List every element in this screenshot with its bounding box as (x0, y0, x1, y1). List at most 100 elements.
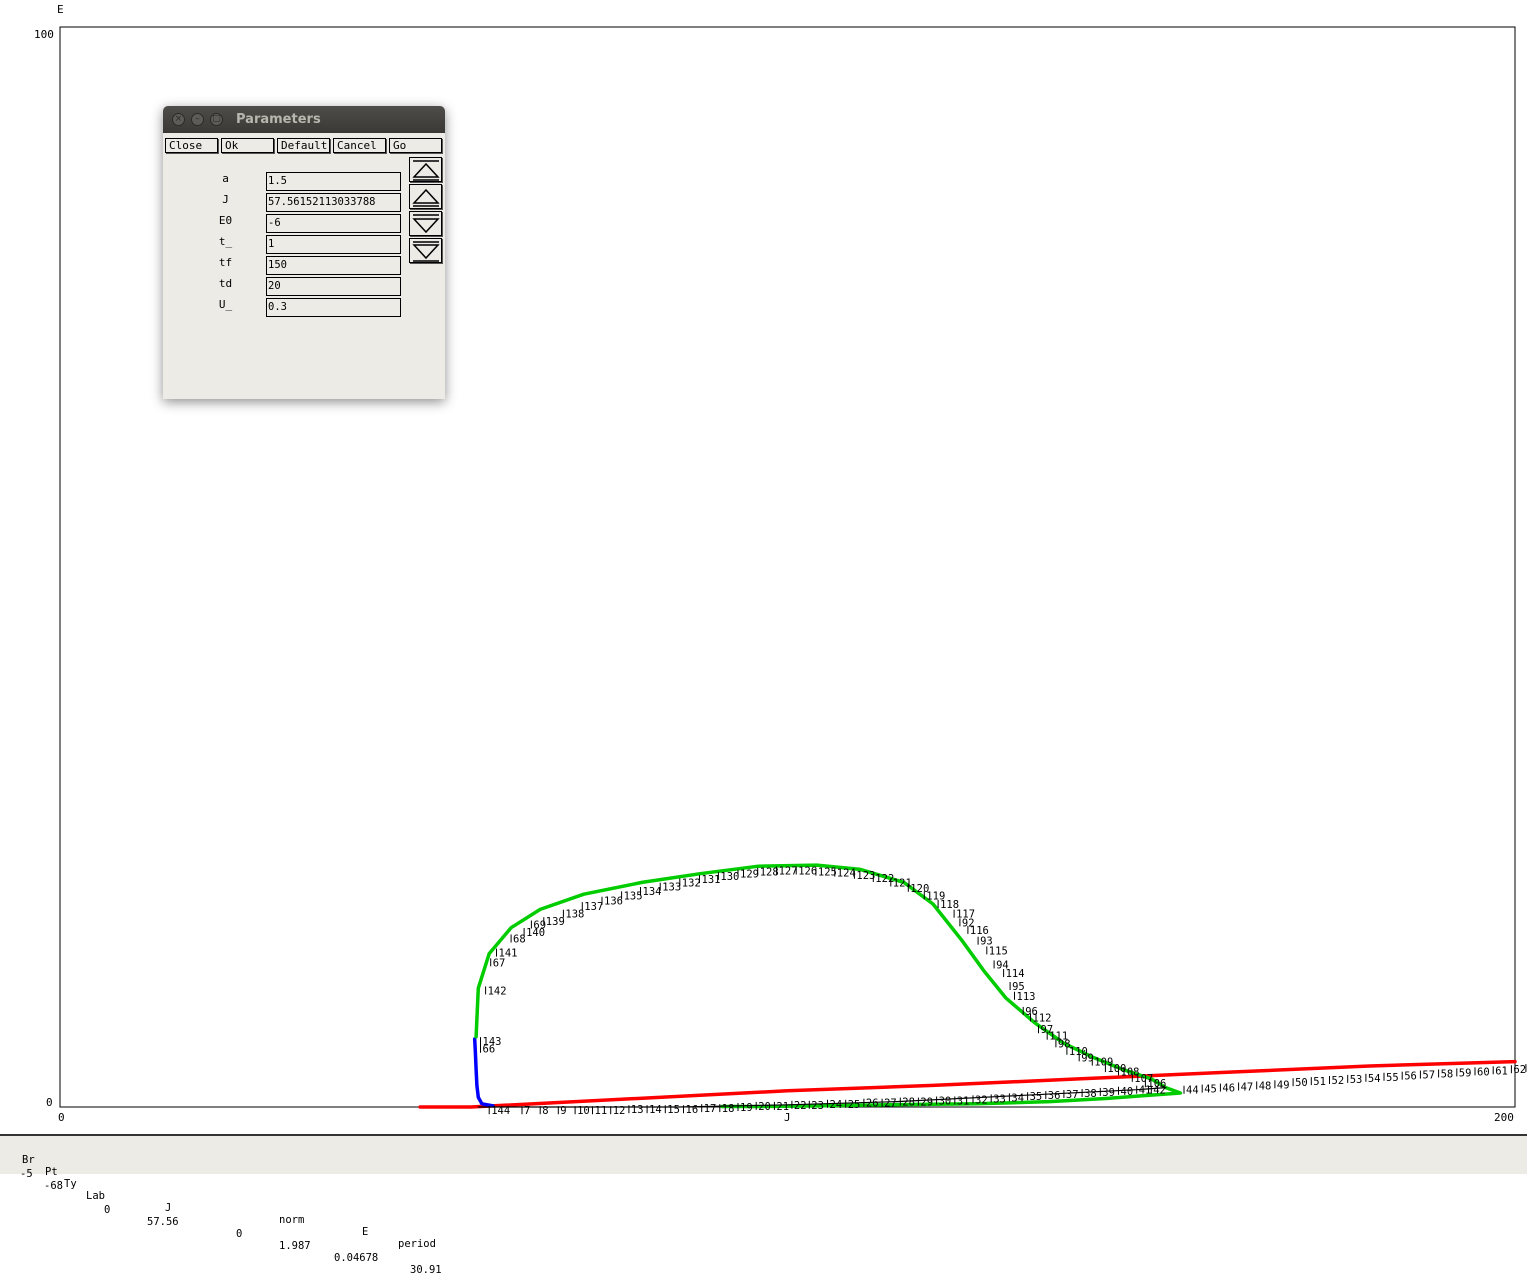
y-max-label: 100 (34, 28, 54, 41)
default-button[interactable]: Default (277, 138, 330, 153)
point-label: 13 (631, 1104, 644, 1116)
close-icon[interactable]: × (172, 113, 185, 126)
param-label-td: td (203, 277, 248, 290)
point-label: 45 (1204, 1084, 1217, 1096)
status-bar: Br Pt Ty Lab J norm E period -5 -68 0 57… (0, 1134, 1527, 1174)
point-label: 32 (975, 1094, 988, 1106)
param-label-e0: E0 (203, 214, 248, 227)
point-label: 23 (811, 1100, 824, 1112)
point-label: 15 (667, 1104, 680, 1116)
dialog-titlebar[interactable]: × – □ Parameters (163, 106, 445, 133)
point-label: 39 (1102, 1087, 1115, 1099)
status-value-j: 57.56 (147, 1216, 179, 1228)
point-label: 18 (722, 1103, 735, 1115)
scroll-up-button[interactable] (409, 184, 442, 209)
point-label: 137 (584, 901, 603, 913)
param-label-t: t_ (203, 235, 248, 248)
point-label: 135 (624, 890, 643, 902)
point-label: 17 (704, 1103, 717, 1115)
down-arrow-icon (410, 212, 443, 237)
point-label: 44 (1186, 1085, 1199, 1097)
point-label: 50 (1295, 1077, 1308, 1089)
point-label: 28 (902, 1097, 915, 1109)
point-label: 21 (776, 1101, 789, 1113)
point-label: 131 (702, 874, 721, 886)
point-label: 55 (1386, 1072, 1399, 1084)
point-label: 133 (662, 882, 681, 894)
status-header-period: period (398, 1238, 436, 1250)
point-label: 11 (595, 1105, 608, 1117)
point-label: 62 (1513, 1064, 1526, 1076)
point-label: 138 (565, 909, 584, 921)
param-label-j: J (203, 193, 248, 206)
point-label: 36 (1048, 1090, 1061, 1102)
param-input-u[interactable]: 0.3 (266, 298, 401, 317)
status-header-lab: Lab (86, 1190, 105, 1202)
param-input-j[interactable]: 57.56152113033788 (266, 193, 401, 212)
point-label: 59 (1459, 1067, 1472, 1079)
status-value-row: -5 -68 0 57.56 0 1.987 0.04678 30.91 (0, 1156, 25, 1288)
point-label: 49 (1277, 1079, 1290, 1091)
point-label: 129 (740, 869, 759, 881)
point-label: 19 (740, 1102, 753, 1114)
status-value-col5: 0 (236, 1228, 242, 1240)
point-label: 126 (798, 866, 817, 878)
param-input-tf[interactable]: 150 (266, 256, 401, 275)
point-label: 29 (920, 1097, 933, 1109)
point-label: 20 (758, 1101, 771, 1113)
point-label: 136 (604, 896, 623, 908)
point-label: 60 (1477, 1066, 1490, 1078)
status-value-lab: 0 (104, 1204, 110, 1216)
point-label: 52 (1332, 1075, 1345, 1087)
point-label: 114 (1006, 968, 1025, 980)
minimize-icon[interactable]: – (191, 113, 204, 126)
point-label: 48 (1259, 1080, 1272, 1092)
param-label-a: a (203, 172, 248, 185)
status-value-e: 0.04678 (334, 1252, 378, 1264)
param-input-t[interactable]: 1 (266, 235, 401, 254)
point-label: 58 (1441, 1069, 1454, 1081)
point-label: 128 (760, 867, 779, 879)
point-label: 130 (720, 871, 739, 883)
point-label: 25 (848, 1099, 861, 1111)
point-label: 40 (1121, 1086, 1134, 1098)
point-label: 134 (643, 886, 662, 898)
param-input-td[interactable]: 20 (266, 277, 401, 296)
point-label: 34 (1011, 1092, 1024, 1104)
scroll-top-button[interactable] (409, 157, 442, 182)
point-label: 61 (1495, 1065, 1508, 1077)
point-label: 8 (542, 1105, 548, 1117)
x-min-label: 0 (58, 1111, 65, 1124)
y-min-label: 0 (46, 1096, 53, 1109)
point-label: 46 (1222, 1083, 1235, 1095)
point-label: 139 (546, 916, 565, 928)
ok-button[interactable]: Ok (221, 138, 274, 153)
point-label: 123 (856, 870, 875, 882)
status-value-pt: -68 (44, 1180, 63, 1192)
point-label: 142 (488, 985, 507, 997)
scroll-down-button[interactable] (409, 211, 442, 236)
param-input-e0[interactable]: -6 (266, 214, 401, 233)
point-label: 27 (884, 1098, 897, 1110)
point-label: 22 (794, 1100, 807, 1112)
status-header-j: J (165, 1202, 171, 1214)
point-label: 35 (1030, 1091, 1043, 1103)
param-label-u: U_ (203, 298, 248, 311)
scroll-bottom-button[interactable] (409, 238, 442, 263)
go-button[interactable]: Go (389, 138, 442, 153)
x-max-label: 200 (1494, 1111, 1514, 1124)
maximize-icon[interactable]: □ (210, 113, 223, 126)
cancel-button[interactable]: Cancel (333, 138, 386, 153)
close-button[interactable]: Close (165, 138, 218, 153)
point-label: 124 (837, 868, 856, 880)
point-label: 144 (491, 1105, 510, 1117)
status-header-norm: norm (279, 1214, 304, 1226)
point-label: 30 (939, 1096, 952, 1108)
status-value-br: -5 (20, 1168, 33, 1180)
point-label: 38 (1084, 1088, 1097, 1100)
status-header-e: E (362, 1226, 368, 1238)
point-label: 7 (524, 1105, 530, 1117)
point-label: 127 (779, 866, 798, 878)
param-input-a[interactable]: 1.5 (266, 172, 401, 191)
